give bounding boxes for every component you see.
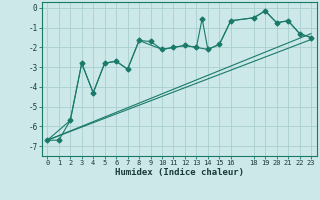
X-axis label: Humidex (Indice chaleur): Humidex (Indice chaleur) — [115, 168, 244, 177]
